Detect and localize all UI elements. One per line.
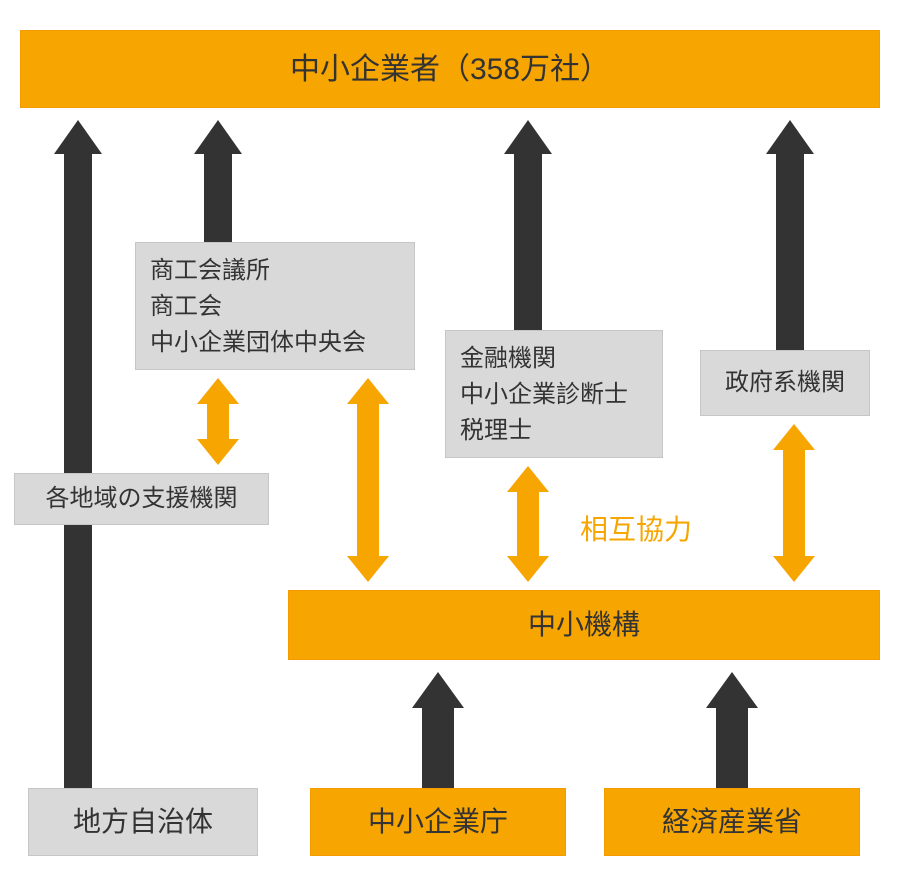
arrowhead-up-icon: [54, 120, 102, 154]
double-arrow-regional-chamber: [207, 402, 229, 441]
node-label: 中小機構: [528, 604, 640, 646]
node-chamber: 商工会議所 商工会 中小企業団体中央会: [135, 242, 415, 370]
node-label: 経済産業省: [662, 801, 802, 843]
arrowhead-up-icon: [706, 672, 758, 708]
label-text: 相互協力: [580, 514, 692, 545]
node-meti: 経済産業省: [604, 788, 860, 856]
node-label: 各地域の支援機関: [46, 481, 238, 517]
double-arrow-finance-smrj: [517, 490, 539, 558]
arrowhead-down-icon: [507, 556, 549, 582]
arrow-finance-to-top: [514, 152, 542, 330]
arrowhead-down-icon: [347, 556, 389, 582]
arrow-meti-to-smrj: [716, 706, 748, 788]
node-line: 商工会: [150, 289, 222, 325]
arrowhead-up-icon: [197, 378, 239, 404]
node-sme-top: 中小企業者（358万社）: [20, 30, 880, 108]
arrowhead-down-icon: [773, 556, 815, 582]
arrowhead-up-icon: [766, 120, 814, 154]
arrowhead-down-icon: [197, 439, 239, 465]
label-mutual-cooperation: 相互協力: [580, 508, 692, 548]
node-local-government: 地方自治体: [28, 788, 258, 856]
node-label: 中小企業庁: [368, 801, 508, 843]
arrow-gov-to-top: [776, 152, 804, 350]
node-sme-agency: 中小企業庁: [310, 788, 566, 856]
arrow-chamber-to-top: [204, 152, 232, 242]
node-gov-institution: 政府系機関: [700, 350, 870, 416]
arrowhead-up-icon: [773, 424, 815, 450]
node-line: 中小企業診断士: [460, 377, 628, 413]
arrow-local-to-top: [64, 152, 92, 788]
node-label: 地方自治体: [73, 801, 213, 843]
arrow-sme-to-smrj: [422, 706, 454, 788]
double-arrow-chamber-smrj: [357, 402, 379, 558]
diagram-stage: 中小企業者（358万社） 商工会議所 商工会 中小企業団体中央会 金融機関 中小…: [0, 0, 900, 880]
arrowhead-up-icon: [412, 672, 464, 708]
node-line: 税理士: [460, 413, 532, 449]
node-line: 中小企業団体中央会: [150, 325, 366, 361]
node-line: 商工会議所: [150, 253, 270, 289]
node-line: 金融機関: [460, 341, 556, 377]
arrowhead-up-icon: [507, 466, 549, 492]
arrowhead-up-icon: [504, 120, 552, 154]
node-smrj: 中小機構: [288, 590, 880, 660]
node-label: 政府系機関: [725, 365, 845, 401]
arrowhead-up-icon: [194, 120, 242, 154]
node-regional-support: 各地域の支援機関: [14, 473, 269, 525]
node-label: 中小企業者（358万社）: [290, 47, 610, 92]
node-finance: 金融機関 中小企業診断士 税理士: [445, 330, 663, 458]
arrowhead-up-icon: [347, 378, 389, 404]
double-arrow-gov-smrj: [783, 448, 805, 558]
